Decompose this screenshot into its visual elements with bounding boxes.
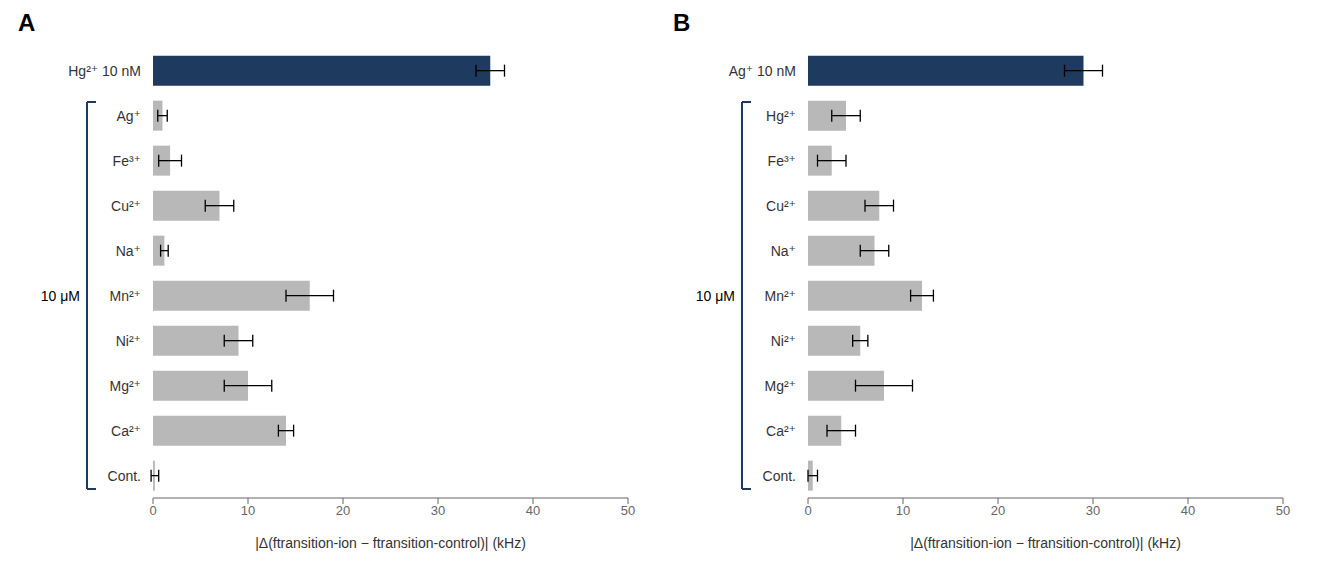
svg-text:20: 20 — [336, 503, 350, 518]
svg-text:|Δ(ftransition-ion − ftransiti: |Δ(ftransition-ion − ftransition-control… — [910, 535, 1181, 551]
svg-text:50: 50 — [1276, 503, 1290, 518]
svg-text:Cu²⁺: Cu²⁺ — [766, 198, 796, 214]
svg-text:10: 10 — [896, 503, 910, 518]
svg-text:Na⁺: Na⁺ — [771, 243, 796, 259]
svg-text:40: 40 — [526, 503, 540, 518]
svg-text:0: 0 — [149, 503, 156, 518]
svg-text:Hg²⁺ 10 nM: Hg²⁺ 10 nM — [68, 63, 141, 79]
svg-text:Ni²⁺: Ni²⁺ — [771, 333, 796, 349]
svg-text:Na⁺: Na⁺ — [116, 243, 141, 259]
svg-text:Cont.: Cont. — [108, 468, 141, 484]
svg-text:Mn²⁺: Mn²⁺ — [765, 288, 797, 304]
svg-text:Mg²⁺: Mg²⁺ — [110, 378, 142, 394]
svg-text:|Δ(ftransition-ion − ftransiti: |Δ(ftransition-ion − ftransition-control… — [255, 535, 526, 551]
svg-text:Mn²⁺: Mn²⁺ — [110, 288, 142, 304]
svg-text:Cu²⁺: Cu²⁺ — [111, 198, 141, 214]
html-text:B: B — [673, 9, 691, 36]
svg-text:10 μM: 10 μM — [41, 288, 80, 304]
svg-text:30: 30 — [1086, 503, 1100, 518]
svg-text:0: 0 — [804, 503, 811, 518]
html-text:A: A — [18, 9, 36, 36]
svg-text:Ni²⁺: Ni²⁺ — [116, 333, 141, 349]
svg-text:Hg²⁺: Hg²⁺ — [766, 108, 796, 124]
svg-text:Fe³⁺: Fe³⁺ — [113, 153, 141, 169]
svg-text:Ag⁺ 10 nM: Ag⁺ 10 nM — [729, 63, 796, 79]
svg-text:50: 50 — [621, 503, 635, 518]
svg-text:10: 10 — [241, 503, 255, 518]
svg-text:Ca²⁺: Ca²⁺ — [766, 423, 796, 439]
svg-text:30: 30 — [431, 503, 445, 518]
svg-text:20: 20 — [991, 503, 1005, 518]
svg-text:10 μM: 10 μM — [696, 288, 735, 304]
svg-text:40: 40 — [1181, 503, 1195, 518]
svg-text:Ca²⁺: Ca²⁺ — [111, 423, 141, 439]
svg-text:Fe³⁺: Fe³⁺ — [768, 153, 796, 169]
svg-text:Cont.: Cont. — [763, 468, 796, 484]
svg-text:Mg²⁺: Mg²⁺ — [765, 378, 797, 394]
svg-text:Ag⁺: Ag⁺ — [116, 108, 141, 124]
